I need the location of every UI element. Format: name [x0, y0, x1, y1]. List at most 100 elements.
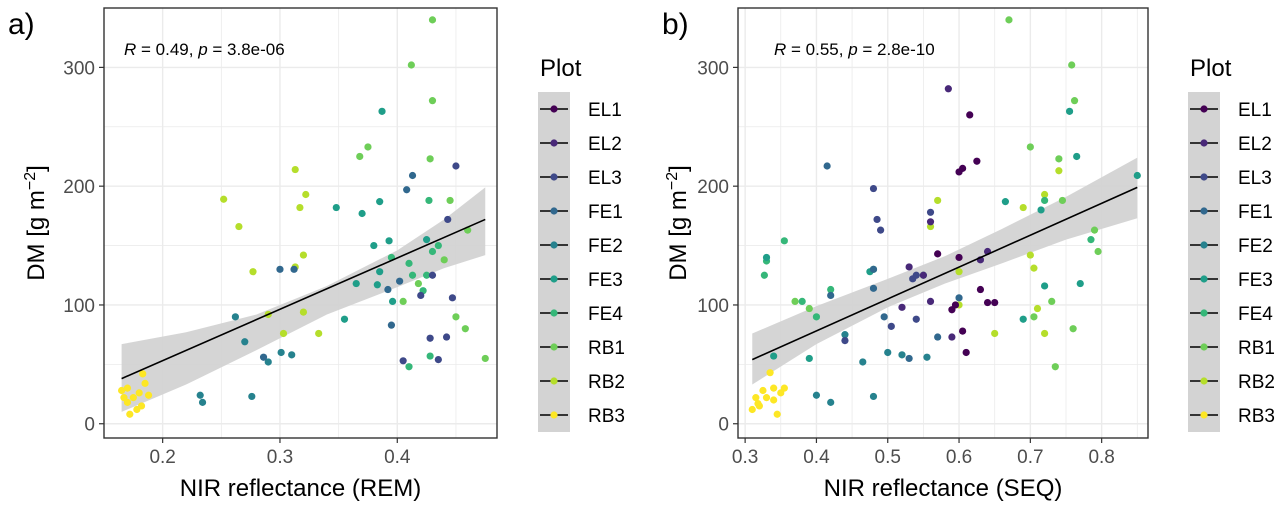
y-tick-label: 100	[63, 296, 95, 317]
y-axis-title-main: DM [g m	[665, 190, 692, 281]
data-point	[877, 226, 885, 234]
legend-item: RB1	[1188, 330, 1275, 364]
data-point	[408, 171, 417, 180]
legend-key-point	[550, 139, 558, 147]
legend-key-point	[1200, 343, 1208, 351]
data-point	[869, 265, 878, 273]
data-point	[428, 97, 437, 105]
data-point	[805, 304, 813, 313]
data-point	[481, 354, 489, 363]
data-point	[912, 315, 920, 323]
data-point	[259, 353, 268, 361]
data-point	[291, 165, 299, 174]
legend-label: FE3	[1238, 270, 1273, 291]
data-point	[798, 297, 806, 305]
x-axis-title: NIR reflectance (REM)	[180, 475, 421, 502]
data-point	[905, 263, 913, 271]
data-point	[276, 265, 284, 273]
y-tick-label: 200	[63, 177, 95, 198]
data-point	[126, 410, 134, 418]
data-point	[1076, 279, 1084, 288]
data-point	[926, 297, 935, 305]
legend-key-point	[1200, 139, 1208, 147]
legend-key-point	[550, 173, 558, 181]
legend-key-point	[550, 309, 558, 317]
data-point	[759, 386, 767, 395]
panel-b: 0.3 0.4 0.5 0.6 0.7 0.8 0 100 200 300 NIR reflecta…	[662, 7, 1149, 502]
legend-item: EL2	[538, 126, 622, 160]
data-point	[1041, 196, 1049, 205]
legend-b: Plot EL1 EL2 EL3 FE1 FE2 FE3 FE4 RB1 RB2 RB3	[1188, 55, 1275, 432]
data-point	[370, 241, 378, 250]
data-point	[762, 253, 771, 262]
data-point	[356, 152, 364, 161]
legend-key-point	[1200, 173, 1208, 181]
data-point	[926, 208, 935, 216]
data-point	[396, 277, 404, 285]
stat-r-symbol: R	[124, 40, 136, 59]
data-point	[780, 237, 788, 245]
data-point	[966, 111, 974, 119]
data-point	[384, 285, 392, 294]
data-point	[1041, 190, 1049, 199]
data-point	[1073, 152, 1081, 161]
data-point	[1026, 143, 1034, 151]
legend-label: RB1	[588, 338, 625, 359]
data-point	[1019, 203, 1027, 212]
legend-label: FE3	[588, 270, 623, 291]
data-point	[1068, 61, 1076, 69]
legend-item: RB3	[1188, 398, 1275, 432]
data-point	[827, 398, 835, 406]
stat-r-value: = 0.55,	[786, 40, 848, 59]
legend-label: EL3	[1238, 168, 1272, 189]
data-point	[426, 155, 434, 163]
data-point	[934, 250, 942, 258]
data-point	[841, 331, 849, 339]
data-point	[448, 294, 457, 302]
regression-line	[121, 218, 486, 380]
legend-key-point	[1200, 105, 1208, 113]
data-point	[296, 203, 304, 212]
data-point	[279, 329, 288, 338]
data-point	[446, 196, 454, 205]
data-point	[1055, 155, 1063, 163]
data-point	[137, 402, 146, 410]
data-point	[923, 353, 931, 361]
data-point	[139, 370, 147, 378]
legend-key-point	[550, 377, 558, 385]
data-point	[249, 268, 257, 276]
plot-frame	[103, 7, 498, 439]
y-tick-label: 0	[718, 415, 729, 436]
data-point	[364, 143, 372, 151]
data-point	[1133, 171, 1141, 180]
data-point	[315, 329, 323, 338]
data-point	[955, 268, 963, 276]
data-point	[1033, 304, 1042, 313]
data-point	[405, 259, 413, 267]
data-point	[955, 294, 963, 302]
data-point	[869, 284, 878, 292]
data-point	[408, 271, 417, 279]
data-point	[955, 253, 963, 262]
data-point	[141, 379, 149, 387]
legend-item: RB2	[1188, 364, 1275, 398]
y-tick-label: 0	[84, 415, 95, 436]
data-point	[762, 394, 771, 402]
legend-label: EL3	[588, 168, 622, 189]
data-point	[951, 301, 960, 309]
y-tick-label: 100	[697, 296, 729, 317]
legend-label: RB2	[588, 372, 625, 393]
data-point	[135, 389, 143, 397]
stat-p-value: = 2.8e-10	[858, 40, 935, 59]
data-point	[1048, 297, 1056, 305]
stat-p-symbol: p	[847, 40, 857, 59]
y-tick-label: 300	[63, 58, 95, 79]
data-point	[898, 351, 906, 359]
data-point	[277, 348, 285, 357]
data-point	[423, 271, 431, 279]
data-point	[376, 268, 384, 276]
legend-item: EL2	[1188, 126, 1272, 160]
regression-line	[751, 186, 1138, 361]
legend-item: FE2	[1188, 228, 1273, 262]
data-point	[302, 190, 310, 199]
